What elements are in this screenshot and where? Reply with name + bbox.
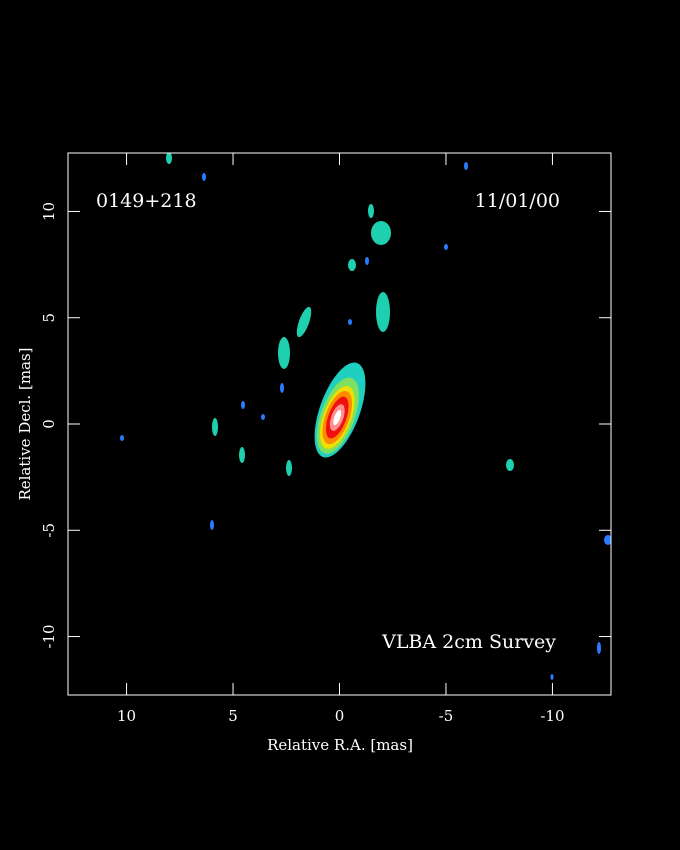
x-tick-label: -10: [540, 707, 564, 725]
x-tick-label: 10: [117, 707, 136, 725]
source-map: [120, 153, 611, 680]
y-axis-label: Relative Decl. [mas]: [16, 347, 34, 500]
source-name: 0149+218: [96, 190, 197, 212]
epoch: 11/01/00: [475, 190, 560, 212]
y-tick-label: 10: [40, 202, 58, 221]
x-tick-label: 0: [335, 707, 345, 725]
x-tick-label: 5: [228, 707, 238, 725]
x-axis-label: Relative R.A. [mas]: [267, 736, 413, 754]
y-tick-label: 5: [40, 313, 58, 323]
y-tick-label: -5: [40, 523, 58, 538]
y-tick-label: -10: [40, 624, 58, 648]
y-tick-label: 0: [40, 419, 58, 429]
survey-label: VLBA 2cm Survey: [381, 631, 556, 653]
x-tick-label: -5: [439, 707, 454, 725]
